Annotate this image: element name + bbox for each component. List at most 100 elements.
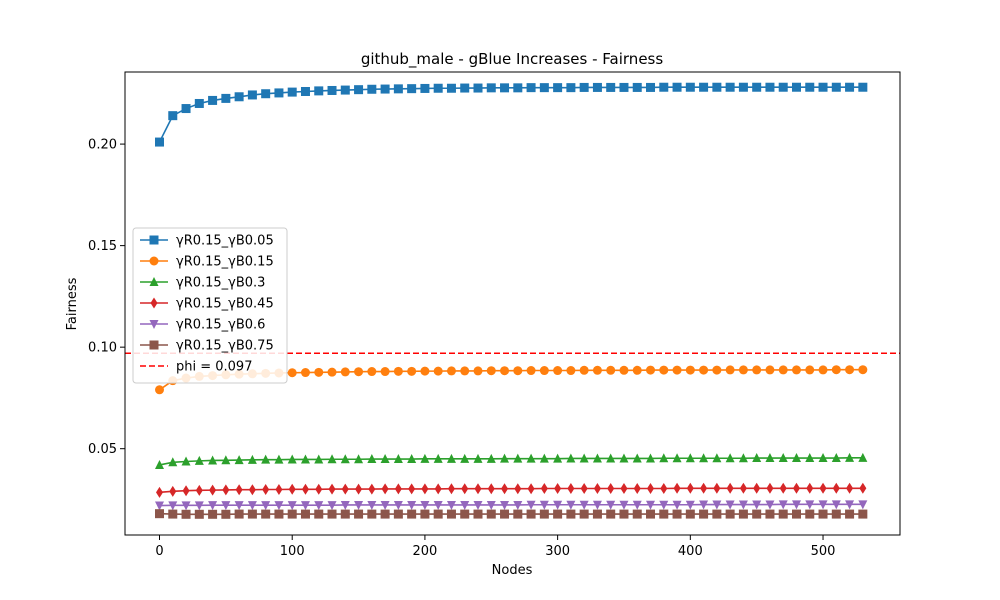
- data-point: [380, 500, 390, 510]
- data-point: [712, 365, 722, 375]
- data-point: [380, 454, 390, 464]
- data-point: [222, 484, 230, 496]
- series-5: [155, 500, 868, 511]
- data-point: [765, 500, 775, 510]
- data-point: [261, 454, 271, 464]
- data-point: [460, 453, 470, 463]
- data-point: [752, 82, 762, 92]
- data-point: [685, 500, 695, 510]
- data-point: [805, 365, 815, 375]
- data-point: [831, 365, 841, 375]
- legend-label: γR0.15_γB0.6: [176, 318, 265, 333]
- data-point: [460, 500, 470, 510]
- data-point: [805, 509, 815, 519]
- data-point: [155, 509, 165, 519]
- data-point: [208, 455, 218, 465]
- data-point: [792, 482, 800, 494]
- data-point: [579, 453, 589, 463]
- data-point: [420, 366, 430, 376]
- data-point: [685, 365, 695, 375]
- data-point: [155, 501, 165, 511]
- data-point: [301, 483, 309, 495]
- data-point: [460, 366, 470, 376]
- data-point: [553, 500, 563, 510]
- data-point: [858, 500, 868, 510]
- data-point: [526, 366, 536, 376]
- data-point: [473, 366, 483, 376]
- y-axis-ticks: 0.05 0.10 0.15 0.20: [88, 138, 125, 457]
- data-point: [646, 453, 656, 463]
- data-point: [660, 482, 668, 494]
- data-point: [553, 453, 563, 463]
- data-point: [778, 365, 788, 375]
- data-point: [672, 509, 682, 519]
- data-point: [672, 500, 682, 510]
- data-point: [355, 483, 363, 495]
- data-point: [181, 104, 191, 114]
- data-point: [619, 453, 629, 463]
- data-point: [261, 509, 271, 519]
- data-point: [753, 482, 761, 494]
- data-point: [685, 453, 695, 463]
- data-point: [831, 82, 841, 92]
- x-tick-label: 200: [413, 544, 438, 559]
- data-point: [354, 85, 364, 95]
- data-point: [646, 509, 656, 519]
- data-point: [354, 500, 364, 510]
- data-point: [262, 484, 270, 496]
- data-point: [486, 453, 496, 463]
- data-point: [579, 509, 589, 519]
- data-point: [446, 500, 456, 510]
- data-point: [646, 82, 656, 92]
- data-point: [592, 453, 602, 463]
- legend-entry: γR0.15_γB0.05: [140, 234, 274, 249]
- data-point: [221, 509, 231, 519]
- legend-entry: γR0.15_γB0.3: [140, 276, 265, 291]
- data-point: [287, 368, 297, 378]
- data-point: [646, 500, 656, 510]
- data-point: [606, 500, 616, 510]
- data-point: [805, 500, 815, 510]
- data-point: [540, 482, 548, 494]
- data-point: [393, 454, 403, 464]
- data-point: [181, 501, 191, 511]
- data-point: [274, 88, 284, 98]
- data-point: [752, 509, 762, 519]
- y-tick-label: 0.05: [88, 442, 117, 457]
- data-point: [340, 367, 350, 377]
- data-point: [500, 453, 510, 463]
- legend-marker: [149, 340, 159, 350]
- data-point: [182, 485, 190, 497]
- data-point: [274, 509, 284, 519]
- data-point: [314, 501, 324, 511]
- data-point: [408, 483, 416, 495]
- data-point: [274, 454, 284, 464]
- data-point: [526, 509, 536, 519]
- data-point: [367, 500, 377, 510]
- legend-entry: γR0.15_γB0.6: [140, 318, 265, 333]
- data-point: [766, 482, 774, 494]
- data-point: [554, 482, 562, 494]
- x-tick-label: 100: [280, 544, 305, 559]
- data-point: [791, 500, 801, 510]
- data-point: [513, 83, 523, 93]
- data-point: [156, 486, 164, 498]
- data-point: [592, 365, 602, 375]
- data-point: [845, 365, 855, 375]
- data-point: [380, 367, 390, 377]
- x-tick-label: 300: [545, 544, 570, 559]
- data-point: [300, 86, 310, 96]
- data-point: [300, 501, 310, 511]
- data-point: [738, 500, 748, 510]
- data-point: [328, 483, 336, 495]
- data-point: [846, 482, 854, 494]
- data-point: [739, 482, 747, 494]
- data-point: [221, 455, 231, 465]
- legend-label: γR0.15_γB0.15: [176, 255, 274, 270]
- data-point: [659, 500, 669, 510]
- data-point: [433, 453, 443, 463]
- data-point: [592, 500, 602, 510]
- data-point: [725, 82, 735, 92]
- data-point: [247, 501, 257, 511]
- series-layer: [155, 82, 868, 519]
